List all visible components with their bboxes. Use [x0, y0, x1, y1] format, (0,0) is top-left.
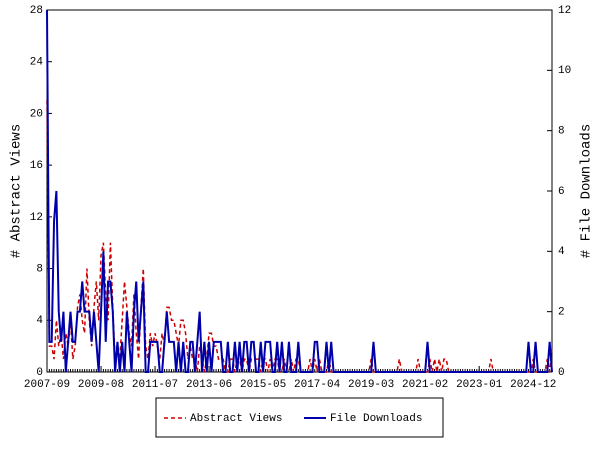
y2-tick-label: 0 — [558, 367, 565, 379]
x-tick-label: 2021-02 — [402, 379, 448, 391]
legend — [155, 397, 444, 438]
x-tick-label: 2024-12 — [510, 379, 556, 391]
y-tick-label: 12 — [30, 212, 43, 224]
x-tick-label: 2023-01 — [456, 379, 503, 391]
legend-label: Abstract Views — [190, 413, 282, 425]
x-tick-label: 2017-04 — [294, 379, 341, 391]
y2-tick-label: 2 — [558, 307, 565, 319]
x-tick-label: 2011-07 — [132, 379, 178, 391]
y-tick-label: 0 — [36, 367, 43, 379]
y-tick-label: 28 — [30, 5, 43, 17]
y2-tick-label: 8 — [558, 126, 565, 138]
y-tick-label: 24 — [30, 57, 44, 69]
y-tick-label: 8 — [36, 263, 43, 275]
y2-tick-label: 4 — [558, 246, 565, 258]
x-tick-label: 2015-05 — [240, 379, 286, 391]
x-tick-label: 2019-03 — [348, 379, 394, 391]
y2-tick-label: 10 — [558, 65, 571, 77]
plot-frame — [46, 9, 553, 373]
y-tick-label: 4 — [36, 315, 43, 327]
y2-tick-label: 12 — [558, 5, 571, 17]
y-axis-label: # Abstract Views — [9, 124, 25, 258]
y2-axis-label: # File Downloads — [579, 124, 595, 258]
x-tick-label: 2007-09 — [24, 379, 70, 391]
x-tick-label: 2013-06 — [186, 379, 232, 391]
series-line — [46, 100, 553, 373]
y-tick-label: 20 — [30, 108, 43, 120]
x-tick-label: 2009-08 — [78, 379, 124, 391]
series-line — [46, 9, 553, 373]
legend-label: File Downloads — [330, 413, 422, 425]
y2-tick-label: 6 — [558, 186, 565, 198]
y-tick-label: 16 — [30, 160, 43, 172]
